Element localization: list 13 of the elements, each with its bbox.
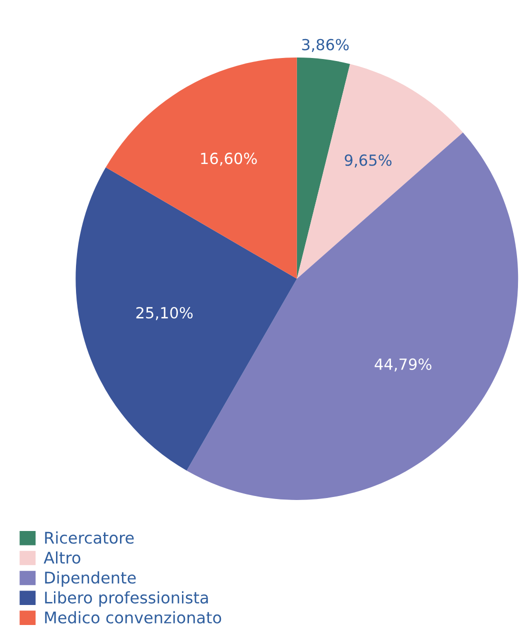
data-label: 25,10%	[136, 306, 193, 320]
pie-slice	[296, 64, 463, 279]
legend-label: Dipendente	[45, 571, 136, 587]
data-label: 9,65%	[344, 154, 392, 168]
pie-slice	[106, 58, 297, 279]
data-label: 3,86%	[302, 38, 349, 52]
data-label: 44,79%	[374, 358, 432, 372]
legend-label: Libero professionista	[45, 591, 208, 607]
legend-label: Ricercatore	[45, 531, 134, 544]
legend-label: Medico convenzionato	[45, 611, 222, 624]
pie-slice	[76, 167, 297, 471]
data-label: 16,60%	[201, 152, 257, 166]
legend-label: Altro	[44, 551, 80, 564]
